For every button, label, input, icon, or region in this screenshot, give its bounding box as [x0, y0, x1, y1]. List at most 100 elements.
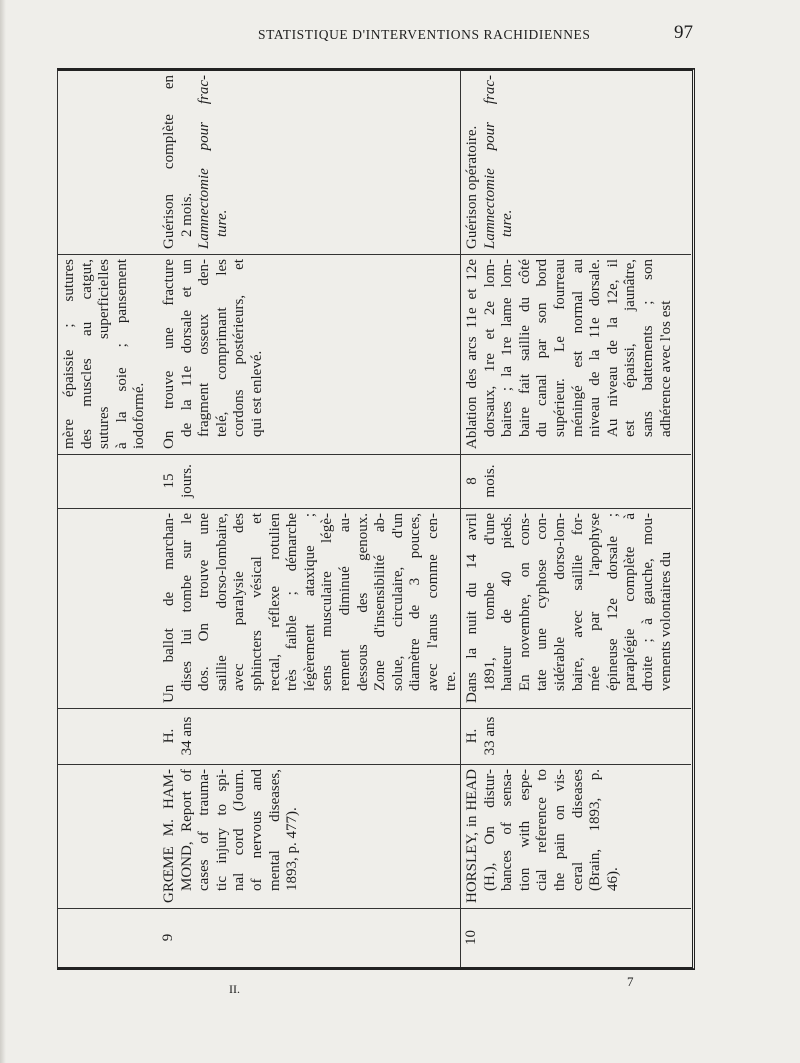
text-line: hauteur de 40 pieds. [499, 513, 516, 691]
text-line: 34 ans [178, 716, 195, 756]
history-cell: Dans la nuit du 14 avril 1891, tombe d'un… [461, 509, 691, 709]
result-note: Lamnectomie pour frac-ture. [482, 75, 517, 249]
text-line: est épaissi, jaunâtre, [622, 259, 639, 437]
text-line: solue, circulaire, d'un [389, 513, 406, 691]
text-line: Lamnectomie pour frac- [481, 75, 498, 249]
text-line: rement diminué au- [336, 513, 353, 691]
text-line: dorsaux, 1re et 2e lom- [481, 259, 498, 437]
case-number: 9 [160, 933, 176, 942]
text-line: 1891, tombe d'une [481, 513, 498, 691]
result-cell: Guérison opératoire. Lamnectomie pour fr… [461, 71, 691, 255]
operation-cell: Ablation des arcs 11e et 12e dorsaux, 1re… [461, 255, 691, 455]
result-text: Guérison complète en 2 mois. [161, 75, 196, 249]
text-line: sphincters vésical et [248, 513, 265, 691]
text-line: fragment osseux den- [196, 259, 213, 437]
text-line: 46). [604, 867, 621, 891]
text-line: diamètre de 3 pouces, [407, 513, 424, 691]
text-line: légèrement ataxique ; [301, 513, 318, 691]
text-line: qui est enlevé. [248, 350, 265, 437]
text-line: supérieur. Le fourreau [551, 259, 568, 437]
text-line: très faible ; démarche [284, 513, 301, 691]
text-line: mois. [481, 464, 498, 498]
result-text: Guérison opératoire. [464, 75, 482, 249]
signature-mark-right: 7 [627, 974, 634, 989]
result-note: Lamnectomie pour frac-ture. [196, 75, 231, 249]
text-line: dos. On trouve une [196, 513, 213, 691]
text-line: tic injury to spi- [213, 769, 230, 891]
text-line: dessous des genoux. [354, 513, 371, 691]
text-line: iodoformé. [131, 382, 148, 449]
text-line: baires ; la 1re lame lom- [499, 259, 516, 437]
text-line: paraplégie complète à [622, 513, 639, 691]
result-cell: Guérison complète en 2 mois. Lamnectomie … [158, 71, 460, 255]
text-line: épineuse 12e dorsale ; [604, 513, 621, 691]
text-line: ture. [499, 209, 516, 237]
text-line: Ablation des arcs 11e et 12e [464, 259, 480, 449]
text-line: En novembre, on cons- [516, 513, 533, 691]
text-line: HORSLEY, in HEAD [464, 769, 480, 903]
text-line: the pain on vis- [551, 769, 568, 891]
text-line: Au niveau de la 12e, il [604, 259, 621, 437]
text-line: mée par l'apophyse [587, 513, 604, 691]
author-cell: GRŒME M. HAM- MOND, Report of cases of tra… [158, 765, 460, 909]
text-line: telé, comprimant les [213, 259, 230, 437]
sex-age-cell: H. 33 ans [461, 709, 691, 765]
text-line: GRŒME M. HAM- [161, 769, 177, 903]
case-number: 10 [463, 930, 479, 945]
text-line: saillie dorso-lombaire, [213, 513, 230, 691]
text-line: jours. [178, 464, 195, 498]
text-line: adhérence avec l'os est [657, 300, 674, 437]
text-line: baire, avec saillie for- [569, 513, 586, 691]
text-line: Guérison complète en [161, 75, 177, 249]
operation-cell: mère épaissie ; sutures des muscles au ca… [58, 255, 158, 455]
operation-cell: On trouve une fracture de la 11e dorsale … [158, 255, 460, 455]
text-line: cial reference to [534, 769, 551, 891]
text-line: Guérison opératoire. [464, 125, 480, 249]
text-line: sens musculaire légè- [319, 513, 336, 691]
text-line: dises lui tombe sur le [178, 513, 195, 691]
table-row: 10 HORSLEY, in HEAD (H.), On distur-bance… [460, 71, 691, 967]
running-title: STATISTIQUE D'INTERVENTIONS RACHIDIENNES [258, 27, 591, 42]
text-line: H. [464, 728, 480, 744]
text-line: cases of trauma- [196, 769, 213, 891]
rotated-case-table: mère épaissie ; sutures des muscles au ca… [57, 68, 695, 970]
text-line: tion with espe- [516, 769, 533, 891]
text-line: (Brain, 1893, p. [587, 769, 604, 891]
text-line: vements volontaires du [657, 551, 674, 691]
text-line: droite ; à gauche, mou- [639, 513, 656, 691]
text-line: des muscles au catgut, [78, 259, 95, 449]
text-line: sans battements ; son [639, 259, 656, 437]
text-line: Lamnectomie pour frac- [196, 75, 213, 249]
text-line: avec l'anus comme cen- [424, 513, 441, 691]
text-line: H. [161, 728, 177, 744]
text-line: (H.), On distur- [481, 769, 498, 891]
page-number: 97 [674, 22, 693, 43]
text-line: On trouve une fracture [161, 259, 177, 449]
text-line: bances of sensa- [499, 769, 516, 891]
text-line: niveau de la 11e dorsale. [587, 259, 604, 437]
text-line: sidérable dorso-lom- [551, 513, 568, 691]
author-cell: HORSLEY, in HEAD (H.), On distur-bances o… [461, 765, 691, 909]
history-cell: Un ballot de marchan-dises lui tombe sur… [158, 509, 460, 709]
duration-cell: 8 mois. [461, 455, 691, 509]
text-line: du canal par son bord [534, 259, 551, 437]
text-line: Zone d'insensibilité ab- [372, 513, 389, 691]
text-line: 15 [161, 473, 177, 489]
sex-age-cell: H. 34 ans [158, 709, 460, 765]
text-line: 2 mois. [178, 192, 195, 237]
text-line: sutures superficielles [96, 259, 113, 449]
table-row-continuation: mère épaissie ; sutures des muscles au ca… [58, 71, 158, 967]
text-line: ceral diseases [569, 769, 586, 891]
text-line: avec paralysie des [231, 513, 248, 691]
text-line: 1893, p. 477). [284, 807, 301, 891]
text-line: Dans la nuit du 14 avril [464, 513, 480, 703]
text-line: tate une cyphose con- [534, 513, 551, 691]
text-line: mental diseases, [266, 769, 283, 891]
text-line: à la soie ; pansement [113, 259, 130, 449]
text-line: nal cord (Journ. [231, 769, 248, 891]
table-row: 9 GRŒME M. HAM- MOND, Report of cases of t… [158, 71, 460, 967]
text-line: tre. [442, 671, 459, 691]
text-line: of nervous and [248, 769, 265, 891]
text-line: méningé est normal au [569, 259, 586, 437]
signature-mark-left: II. [229, 982, 240, 996]
